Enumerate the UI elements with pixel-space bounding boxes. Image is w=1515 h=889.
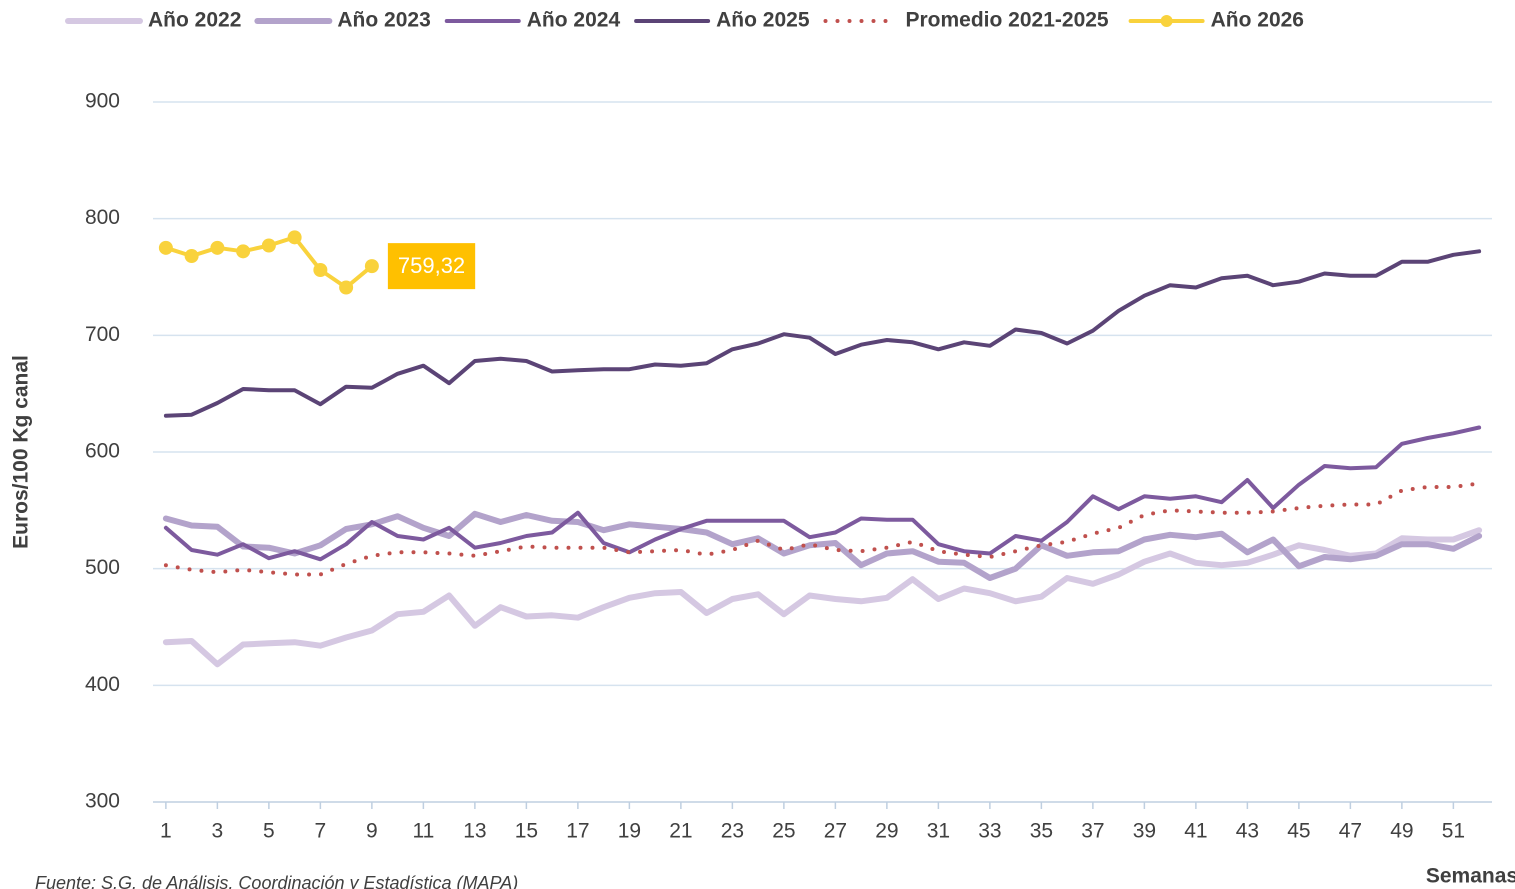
x-tick-label: 3	[212, 820, 224, 843]
series-line	[162, 510, 1483, 581]
series-line	[163, 425, 1482, 562]
series-marker	[339, 280, 354, 295]
value-label-text: 759,32	[398, 253, 465, 278]
x-tick-label: 9	[366, 820, 378, 843]
series-marker	[313, 263, 328, 277]
x-axis-label: Semanas	[1426, 865, 1515, 888]
x-tick-label: 27	[824, 820, 847, 843]
x-tick-label: 45	[1287, 820, 1310, 843]
y-tick-label: 600	[85, 440, 120, 463]
y-tick-label: 700	[85, 323, 120, 346]
x-tick-label: 17	[566, 820, 589, 843]
legend-marker	[1160, 15, 1173, 27]
legend-label: Año 2024	[527, 9, 621, 32]
value-label-box	[387, 243, 476, 290]
x-tick-label: 15	[515, 820, 538, 843]
x-tick-label: 23	[721, 820, 744, 843]
y-tick-label: 500	[85, 556, 120, 579]
legend-label: Año 2025	[716, 9, 810, 32]
x-tick-label: 39	[1133, 820, 1156, 843]
x-tick-label: 43	[1236, 820, 1259, 843]
legend-label: Año 2022	[148, 9, 241, 32]
series-line	[163, 481, 1482, 577]
series-marker	[261, 238, 276, 253]
y-axis-label: Euros/100 Kg canal	[10, 355, 33, 549]
x-tick-label: 13	[463, 820, 486, 843]
y-tick-label: 900	[85, 90, 120, 113]
series-line	[162, 527, 1483, 668]
x-tick-label: 41	[1184, 820, 1207, 843]
x-tick-label: 49	[1390, 820, 1413, 843]
x-tick-label: 7	[315, 820, 327, 843]
series-line	[163, 249, 1482, 418]
legend-label: Promedio 2021-2025	[906, 9, 1109, 32]
y-tick-label: 800	[85, 206, 120, 229]
x-tick-label: 29	[875, 820, 898, 843]
series-marker	[236, 244, 251, 259]
series-marker	[364, 259, 379, 274]
value-label: 759,32	[387, 243, 476, 290]
y-tick-label: 300	[85, 790, 120, 813]
x-tick-label: 5	[263, 820, 275, 843]
x-tick-label: 47	[1339, 820, 1362, 843]
series-marker	[184, 249, 199, 263]
x-tick-label: 1	[160, 820, 172, 843]
x-tick-label: 51	[1442, 820, 1465, 843]
x-tick-label: 31	[927, 820, 950, 843]
series-marker	[158, 240, 173, 255]
source-note: Fuente: S.G. de Análisis, Coordinación y…	[35, 873, 518, 889]
series-marker	[287, 230, 302, 245]
legend-label: Año 2026	[1211, 9, 1304, 32]
x-tick-label: 33	[978, 820, 1001, 843]
x-tick-label: 19	[618, 820, 641, 843]
series-marker	[210, 240, 225, 255]
x-tick-label: 37	[1081, 820, 1104, 843]
x-tick-label: 11	[412, 820, 434, 843]
x-tick-label: 35	[1030, 820, 1053, 843]
legend-label: Año 2023	[337, 9, 430, 32]
y-tick-label: 400	[85, 673, 120, 696]
x-tick-label: 21	[669, 820, 692, 843]
x-tick-label: 25	[772, 820, 795, 843]
